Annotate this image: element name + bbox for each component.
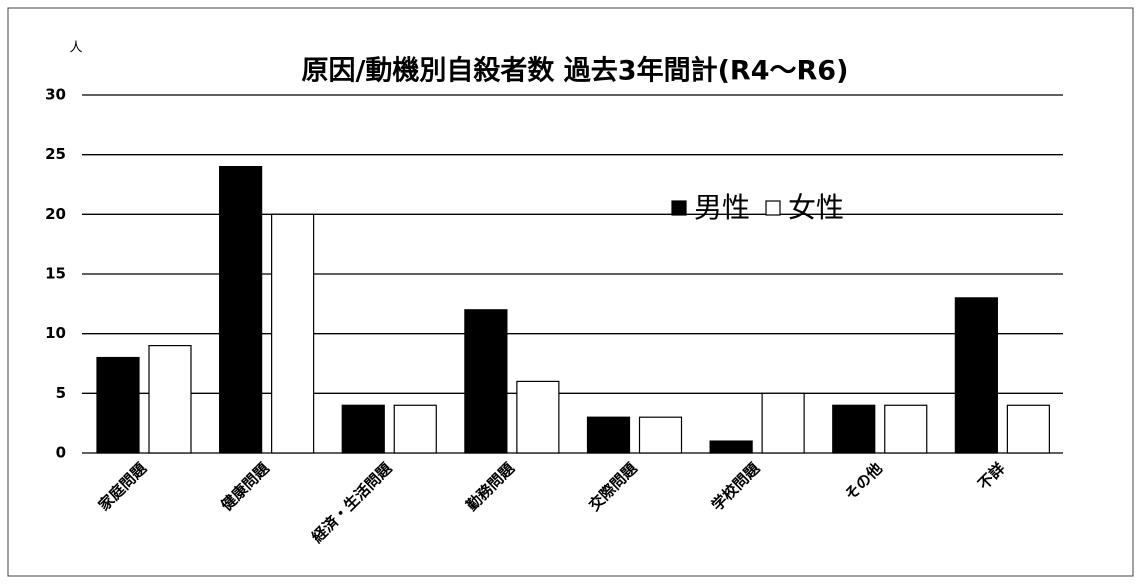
legend-label: 男性	[694, 191, 750, 224]
y-tick-label: 10	[45, 324, 66, 342]
bar	[148, 345, 192, 454]
y-tick-label: 0	[56, 444, 66, 462]
legend-swatch	[671, 200, 687, 216]
y-tick-label: 5	[56, 384, 66, 402]
y-axis-label: 人	[69, 41, 82, 56]
y-tick-label: 25	[45, 145, 66, 163]
y-tick-label: 30	[45, 86, 66, 104]
bar	[1006, 404, 1050, 454]
bar	[954, 297, 998, 454]
legend-swatch	[765, 200, 781, 216]
bar	[341, 404, 385, 454]
chart-frame	[7, 7, 1134, 577]
y-tick-label: 20	[45, 205, 66, 223]
bar	[709, 440, 753, 454]
bar	[638, 416, 683, 454]
bar	[516, 380, 560, 454]
bar	[464, 309, 508, 454]
bar	[271, 213, 315, 454]
bar	[219, 166, 263, 454]
bar	[761, 392, 805, 454]
legend-label: 女性	[788, 191, 844, 224]
bar	[393, 404, 437, 454]
y-tick-label: 15	[45, 265, 66, 283]
bar	[586, 416, 631, 454]
bar	[832, 404, 876, 454]
bar	[96, 356, 140, 454]
chart-title: 原因/動機別自殺者数 過去3年間計(R4～R6)	[302, 55, 849, 87]
bar	[884, 404, 928, 454]
